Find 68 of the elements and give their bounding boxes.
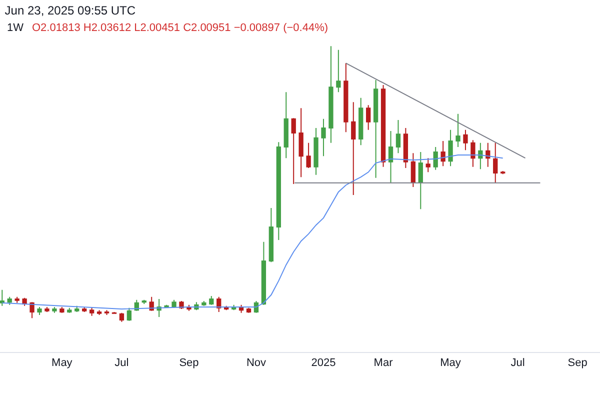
candlestick — [344, 62, 348, 133]
x-tick-label: May — [440, 357, 462, 370]
candlestick — [418, 152, 423, 210]
chart-subtitle: 1W — [7, 22, 24, 34]
x-tick-label: Jul — [510, 357, 525, 370]
x-tick-label: Sep — [179, 357, 199, 370]
candlestick — [336, 49, 341, 93]
candlestick — [388, 130, 394, 184]
candlestick — [0, 289, 4, 306]
candlestick — [30, 302, 34, 319]
candlestick — [358, 97, 364, 146]
candlestick — [366, 104, 371, 130]
x-tick-label: 2025 — [311, 357, 336, 370]
candlestick — [74, 305, 80, 312]
chart-title: Jun 23, 2025 09:55 UTC — [4, 3, 136, 18]
text: O2.01813 H2.03612 L2.00451 C2.00951 −0.00897 (−0.44%) — [32, 22, 328, 34]
candlestick — [456, 113, 460, 148]
candlestick — [209, 296, 214, 306]
candlestick — [426, 158, 430, 173]
candlestick — [328, 46, 334, 144]
candlestick — [268, 208, 274, 263]
candlestick — [500, 170, 506, 175]
candlestick — [67, 307, 72, 314]
candlestick — [463, 129, 468, 151]
candlestick — [261, 241, 266, 306]
candlestick — [403, 128, 408, 168]
candlestick — [493, 142, 498, 184]
candlestick — [486, 142, 490, 168]
candlestick — [142, 299, 146, 304]
candlestick — [7, 296, 12, 306]
candlestick — [448, 129, 453, 167]
candlestick — [216, 296, 222, 312]
candlestick — [52, 306, 57, 314]
candlestick — [440, 140, 446, 167]
candlestick — [246, 307, 252, 314]
candlestick — [321, 118, 326, 157]
x-tick-label: Sep — [568, 357, 588, 370]
candlestick — [470, 140, 476, 168]
x-tick-label: Nov — [246, 357, 267, 370]
candlestick — [314, 128, 318, 176]
candlestick — [396, 120, 401, 154]
candlestick — [410, 152, 416, 188]
candlestick — [89, 307, 94, 316]
candlestick — [126, 307, 132, 322]
x-tick-label: May — [52, 357, 73, 370]
candlestick — [276, 142, 281, 240]
candlestick — [291, 118, 296, 184]
candlestick — [96, 310, 102, 316]
candlestick — [298, 108, 304, 178]
candlestick — [44, 306, 50, 312]
candlestick — [82, 306, 87, 312]
candlestick — [119, 312, 124, 322]
candlestick — [202, 300, 206, 306]
candlestick — [433, 146, 438, 170]
candlestick — [104, 310, 110, 316]
candlestick — [60, 306, 64, 314]
candlestick — [478, 142, 483, 170]
candlestick — [306, 142, 311, 168]
candlestick — [149, 296, 154, 312]
candlestick — [172, 299, 176, 308]
candlestick — [14, 296, 20, 304]
candlestick — [380, 84, 386, 168]
x-tick-label: Jul — [114, 357, 129, 370]
candlestick — [351, 102, 356, 196]
x-tick-label: Mar — [374, 357, 394, 370]
candlestick — [284, 92, 288, 159]
candlestick — [37, 306, 42, 316]
candlestick — [373, 80, 378, 178]
